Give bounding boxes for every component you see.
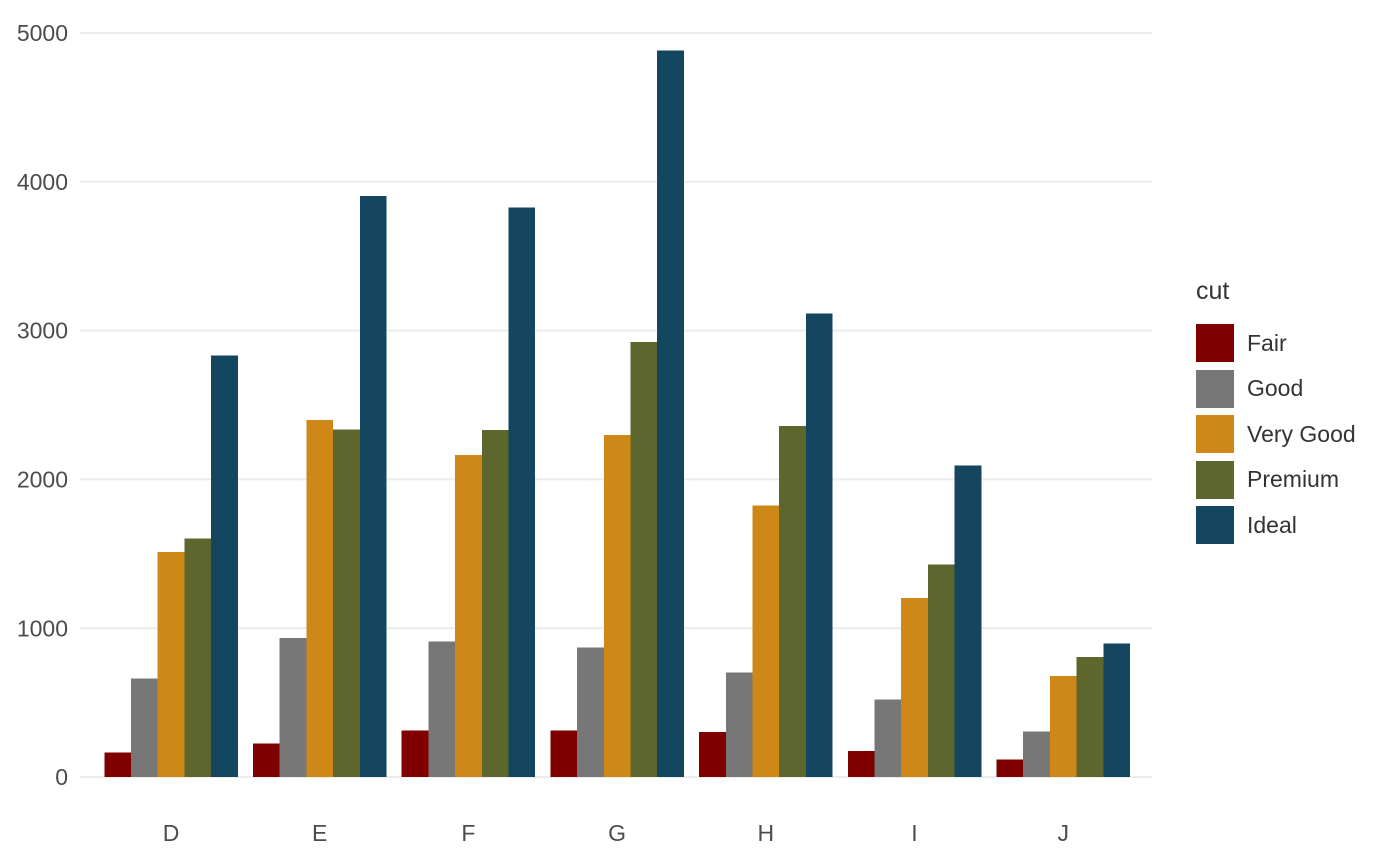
bar-I-very-good <box>901 597 928 777</box>
bar-D-good <box>130 678 158 777</box>
bar-D-premium <box>184 538 212 777</box>
legend-swatch-fair <box>1196 324 1234 362</box>
bar-F-good <box>428 641 456 777</box>
bar-I-premium <box>927 564 955 777</box>
bar-E-very-good <box>306 419 334 777</box>
bar-E-ideal <box>359 196 387 778</box>
bar-H-very-good <box>752 505 780 777</box>
x-tick-label-J: J <box>1057 820 1069 846</box>
y-tick-label-0: 0 <box>55 764 68 790</box>
bar-D-ideal <box>211 355 238 777</box>
legend-swatch-very-good <box>1196 415 1234 453</box>
legend-label: Ideal <box>1247 511 1297 538</box>
bar-G-good <box>577 647 604 777</box>
y-tick-label-2000: 2000 <box>17 466 68 492</box>
bar-F-premium <box>481 430 509 777</box>
legend-item-premium[interactable]: Premium <box>1196 460 1396 499</box>
bar-G-very-good <box>603 434 631 777</box>
x-tick-label-H: H <box>757 820 774 846</box>
bar-groups <box>104 50 1130 778</box>
legend-label: Fair <box>1247 329 1287 356</box>
x-tick-label-F: F <box>461 820 475 846</box>
bar-G-ideal <box>657 50 684 777</box>
x-axis-tick-labels: D E F G H I J <box>163 820 1069 846</box>
bar-H-premium <box>779 425 806 777</box>
legend-item-good[interactable]: Good <box>1196 369 1396 408</box>
legend-item-fair[interactable]: Fair <box>1196 324 1396 362</box>
legend-label: Good <box>1247 375 1304 401</box>
legend-swatch-ideal <box>1196 506 1234 544</box>
x-tick-label-D: D <box>163 820 180 846</box>
bar-I-fair <box>847 750 875 777</box>
legend-item-list: Fair Good Very Good Premium Ideal <box>1196 324 1396 544</box>
bar-J-fair <box>996 759 1024 777</box>
legend-title: cut <box>1196 277 1230 305</box>
legend-item-ideal[interactable]: Ideal <box>1196 506 1396 544</box>
x-tick-label-I: I <box>911 820 917 846</box>
legend-swatch-good <box>1196 369 1234 408</box>
y-tick-label-3000: 3000 <box>17 318 68 344</box>
bar-H-good <box>725 672 753 777</box>
bar-E-premium <box>333 429 360 777</box>
bar-I-ideal <box>954 465 982 777</box>
bar-I-good <box>874 699 902 777</box>
bar-G-fair <box>550 730 578 777</box>
bar-H-ideal <box>805 313 833 777</box>
bar-J-ideal <box>1103 643 1130 777</box>
y-tick-label-4000: 4000 <box>17 169 68 195</box>
bar-D-very-good <box>157 551 185 777</box>
y-tick-label-5000: 5000 <box>17 20 68 46</box>
legend-label: Very Good <box>1247 420 1356 447</box>
y-axis-tick-labels: 0 1000 2000 3000 4000 5000 <box>17 20 68 790</box>
bar-G-premium <box>630 341 658 777</box>
bar-J-good <box>1023 731 1050 777</box>
bar-E-good <box>279 638 307 777</box>
bar-H-fair <box>699 731 726 777</box>
bar-F-fair <box>401 730 429 777</box>
x-tick-label-E: E <box>312 820 327 846</box>
bar-F-ideal <box>508 207 536 778</box>
bar-F-very-good <box>455 454 482 777</box>
bar-J-premium <box>1076 656 1104 777</box>
bar-J-very-good <box>1049 676 1077 777</box>
legend-label: Premium <box>1247 466 1340 492</box>
x-tick-label-G: G <box>608 820 626 846</box>
legend-swatch-premium <box>1196 460 1234 499</box>
bar-E-fair <box>252 743 280 777</box>
y-tick-label-1000: 1000 <box>17 615 68 641</box>
bar-D-fair <box>104 752 131 777</box>
legend-item-very-good[interactable]: Very Good <box>1196 415 1396 453</box>
legend: cut Fair Good Very Good Premium Ideal <box>1196 277 1396 552</box>
